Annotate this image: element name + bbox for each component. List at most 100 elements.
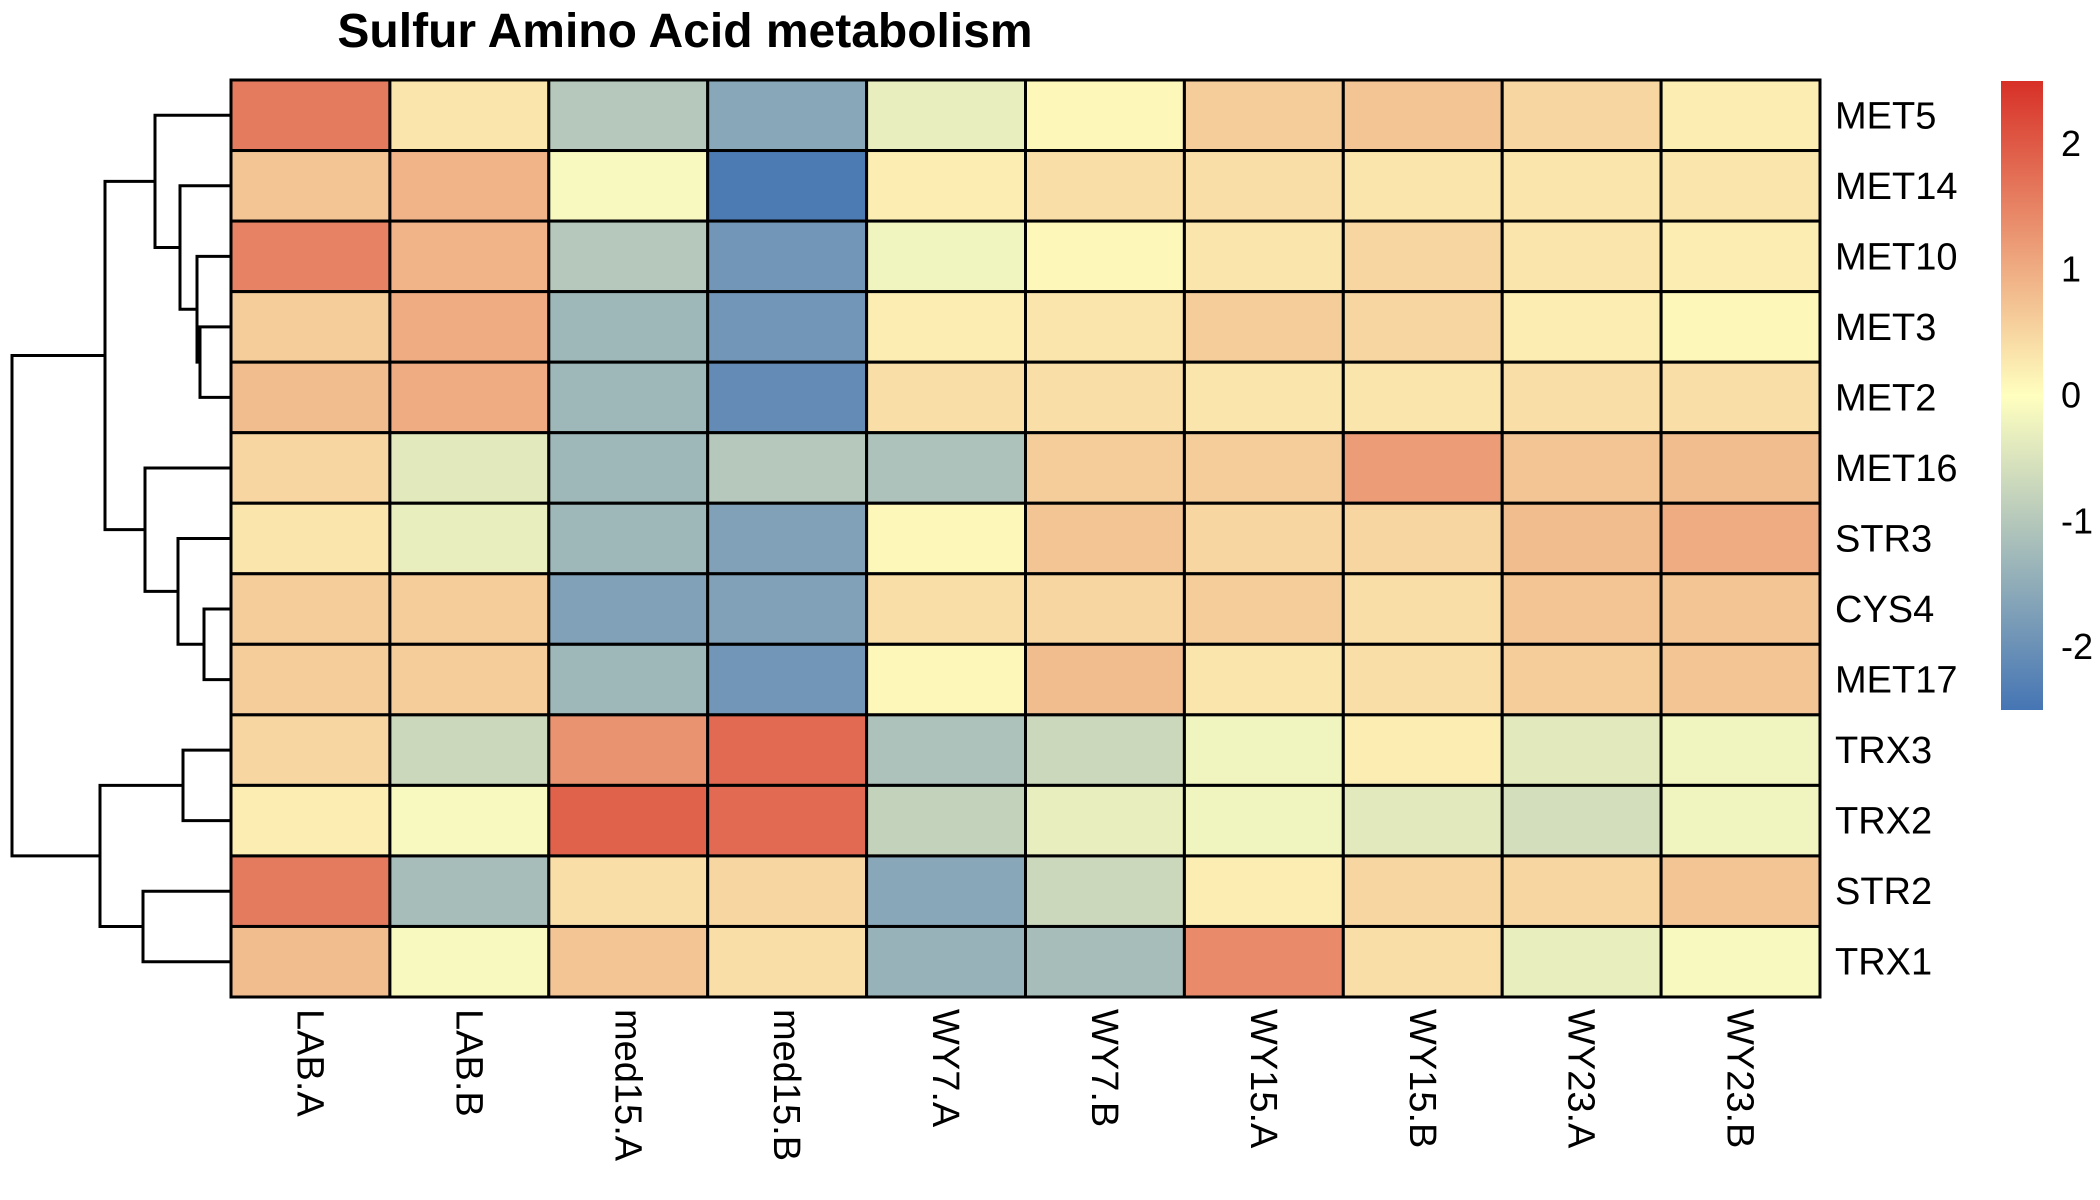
heatmap-cell-str3-wy15-a <box>1182 501 1345 576</box>
heatmap-cell-met3-wy15-a <box>1182 290 1345 364</box>
column-label-wy23-b: WY23.B <box>1719 1009 1761 1148</box>
row-label-str3: STR3 <box>1835 519 1932 561</box>
heatmap-cell-trx1-wy7-a <box>865 924 1027 999</box>
heatmap-cell-met2-lab-a <box>229 360 392 435</box>
heatmap-cell-met16-lab-a <box>229 431 392 505</box>
row-label-met2: MET2 <box>1835 377 1936 419</box>
heatmap-cell-met16-wy23-b <box>1659 431 1822 505</box>
row-label-met3: MET3 <box>1835 307 1936 349</box>
row-dendrogram <box>10 113 230 964</box>
heatmap-cell-trx3-med15-a <box>547 713 710 787</box>
heatmap-cell-met5-wy23-b <box>1659 78 1822 153</box>
heatmap-cell-str3-lab-a <box>229 501 392 576</box>
dendrogram-branch-7 <box>143 466 230 593</box>
heatmap-cell-str2-wy15-a <box>1182 854 1345 928</box>
column-label-lab-b: LAB.B <box>447 1009 489 1117</box>
heatmap-cell-met17-lab-a <box>229 642 392 717</box>
heatmap-cell-met14-med15-b <box>706 149 869 223</box>
row-label-met17: MET17 <box>1835 660 1957 702</box>
heatmap-cell-trx1-wy23-a <box>1500 924 1663 999</box>
row-label-met5: MET5 <box>1835 95 1936 137</box>
heatmap-cell-met16-wy7-b <box>1024 431 1186 505</box>
heatmap-cell-met17-wy23-a <box>1500 642 1663 717</box>
heatmap-cell-cys4-wy15-a <box>1182 572 1345 646</box>
dendrogram-branch-2 <box>195 254 230 364</box>
heatmap-cell-met2-wy15-b <box>1341 360 1504 435</box>
heatmap-cell-met16-med15-b <box>706 431 869 505</box>
heatmap-cell-str2-wy23-b <box>1659 854 1822 928</box>
heatmap-cell-met16-wy15-b <box>1341 431 1504 505</box>
row-labels: MET5 MET14 MET10 MET3 MET2 MET16 STR3 CYS4 MET17… <box>1835 95 1957 983</box>
column-label-wy15-b: WY15.B <box>1401 1009 1443 1148</box>
heatmap-cell-str3-med15-a <box>547 501 710 576</box>
heatmap-cell-str3-med15-b <box>706 501 869 576</box>
row-label-cys4: CYS4 <box>1835 589 1934 631</box>
heatmap-cell-met10-wy15-b <box>1341 219 1504 294</box>
heatmap-cell-met17-wy15-a <box>1182 642 1345 717</box>
heatmap-cell-str2-med15-a <box>547 854 710 928</box>
heatmap-cell-str3-wy7-a <box>865 501 1027 576</box>
heatmap-cell-trx2-wy7-a <box>865 783 1027 858</box>
heatmap-cell-met3-wy15-b <box>1341 290 1504 364</box>
heatmap-cell-met5-lab-b <box>388 78 551 153</box>
heatmap-cell-cys4-wy7-b <box>1024 572 1186 646</box>
heatmap-cell-str2-wy23-a <box>1500 854 1663 928</box>
heatmap-cell-trx3-lab-b <box>388 713 551 787</box>
heatmap-cell-cys4-wy7-a <box>865 572 1027 646</box>
heatmap-cell-trx1-wy15-a <box>1182 924 1345 999</box>
heatmap-cell-met3-med15-a <box>547 290 710 364</box>
heatmap-cell-str3-lab-b <box>388 501 551 576</box>
heatmap-cell-str3-wy23-a <box>1500 501 1663 576</box>
heatmap-cell-str2-wy7-b <box>1024 854 1186 928</box>
heatmap-cell-trx3-lab-a <box>229 713 392 787</box>
heatmap-cell-met10-wy23-b <box>1659 219 1822 294</box>
heatmap-cell-met17-wy15-b <box>1341 642 1504 717</box>
column-label-wy7-b: WY7.B <box>1083 1009 1125 1127</box>
row-label-trx2: TRX2 <box>1835 801 1932 843</box>
heatmap-cell-met5-lab-a <box>229 78 392 153</box>
heatmap-cell-met14-wy15-b <box>1341 149 1504 223</box>
heatmap-cell-met14-wy7-b <box>1024 149 1186 223</box>
heatmap-cell-trx3-wy15-b <box>1341 713 1504 787</box>
heatmap-cell-trx3-wy7-a <box>865 713 1027 787</box>
heatmap-cells <box>229 78 1822 999</box>
heatmap-cell-trx1-med15-a <box>547 924 710 999</box>
heatmap-cell-met16-wy15-a <box>1182 431 1345 505</box>
heatmap-cell-cys4-wy23-a <box>1500 572 1663 646</box>
heatmap-cell-str2-lab-a <box>229 854 392 928</box>
heatmap-cell-trx3-med15-b <box>706 713 869 787</box>
heatmap-cell-cys4-wy15-b <box>1341 572 1504 646</box>
heatmap-cell-trx1-med15-b <box>706 924 869 999</box>
dendrogram-branch-12 <box>10 354 105 858</box>
heatmap-cell-met3-wy7-b <box>1024 290 1186 364</box>
heatmap-cell-met5-wy15-a <box>1182 78 1345 153</box>
row-label-str2: STR2 <box>1835 871 1932 913</box>
dendrogram-branch-1 <box>198 325 230 399</box>
dendrogram-branch-9 <box>181 748 230 823</box>
heatmap-cell-met14-wy23-b <box>1659 149 1822 223</box>
colorbar-tick-label: -1 <box>2061 500 2093 541</box>
heatmap-cell-trx1-lab-b <box>388 924 551 999</box>
heatmap-cell-met10-wy7-a <box>865 219 1027 294</box>
heatmap-cell-trx3-wy15-a <box>1182 713 1345 787</box>
column-label-med15-a: med15.A <box>606 1009 648 1162</box>
heatmap-cell-trx1-wy15-b <box>1341 924 1504 999</box>
row-label-met14: MET14 <box>1835 166 1957 208</box>
heatmap-cell-met5-med15-a <box>547 78 710 153</box>
heatmap-cell-met10-wy23-a <box>1500 219 1663 294</box>
heatmap-cell-met16-med15-a <box>547 431 710 505</box>
column-label-wy15-a: WY15.A <box>1242 1009 1284 1149</box>
row-label-trx1: TRX1 <box>1835 942 1932 984</box>
heatmap-cell-str3-wy15-b <box>1341 501 1504 576</box>
heatmap-cell-met14-wy23-a <box>1500 149 1663 223</box>
heatmap-cell-met2-wy23-a <box>1500 360 1663 435</box>
colorbar-tick-label: 1 <box>2061 249 2081 290</box>
heatmap-cell-trx2-lab-b <box>388 783 551 858</box>
heatmap-cell-cys4-lab-b <box>388 572 551 646</box>
heatmap-cell-met2-med15-a <box>547 360 710 435</box>
dendrogram-branch-10 <box>141 889 230 964</box>
heatmap-cell-str2-wy7-a <box>865 854 1027 928</box>
heatmap-cell-met17-wy7-a <box>865 642 1027 717</box>
heatmap-cell-str3-wy23-b <box>1659 501 1822 576</box>
dendrogram-branch-4 <box>153 113 230 250</box>
